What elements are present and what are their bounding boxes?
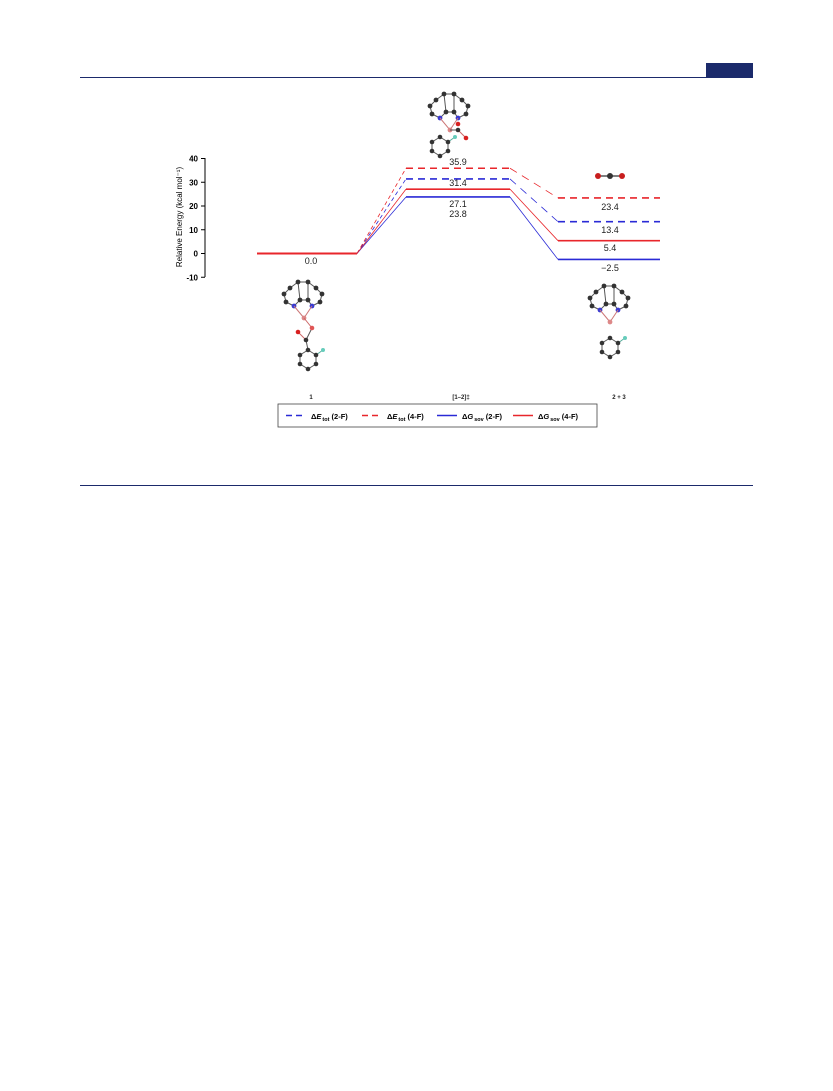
connector-rise xyxy=(356,196,407,254)
value-label-prod-etot-4f: 23.4 xyxy=(601,202,619,212)
header-rule xyxy=(80,77,753,78)
value-label-prod-gsov-4f: 5.4 xyxy=(604,243,617,253)
legend-label: ΔGsov (2-F) xyxy=(462,412,503,423)
y-tick-label: 20 xyxy=(189,202,198,211)
footer-rule xyxy=(80,485,753,486)
molecule-transition-state xyxy=(427,91,471,159)
value-labels: 0.0 35.9 31.4 27.1 23.8 23.4 13.4 5.4 −2… xyxy=(305,157,619,273)
category-label-reactant: 1 xyxy=(309,395,313,401)
value-label-ts-gsov-2f: 23.8 xyxy=(449,209,467,219)
y-axis: -10 0 10 20 30 40 Relative Energy (kcal mol⁻¹… xyxy=(175,155,206,282)
series-lines xyxy=(257,167,660,261)
y-tick-label: -10 xyxy=(186,273,198,282)
legend: ΔEtot (2-F) ΔEtot (4-F) ΔGsov (2-F) ΔGsov (… xyxy=(277,403,598,428)
legend-label: ΔEtot (2-F) xyxy=(311,412,348,423)
series-etot-2f xyxy=(356,178,660,254)
y-tick-label: 30 xyxy=(189,178,198,187)
value-label-ts-etot-4f: 35.9 xyxy=(449,157,467,167)
legend-label: ΔGsov (4-F) xyxy=(538,412,579,423)
header-tab xyxy=(706,63,753,77)
legend-label: ΔEtot (4-F) xyxy=(387,412,424,423)
series-etot-4f xyxy=(356,167,660,254)
connector-fall xyxy=(509,167,559,199)
x-category-labels: 1 [1–2]‡ 2 + 3 xyxy=(309,395,626,401)
value-label-ts-gsov-4f: 27.1 xyxy=(449,199,467,209)
y-tick-label: 10 xyxy=(189,226,198,235)
y-tick-label: 40 xyxy=(189,155,198,164)
value-label-start: 0.0 xyxy=(305,256,318,266)
value-label-prod-etot-2f: 13.4 xyxy=(601,225,619,235)
molecule-co2 xyxy=(595,173,625,179)
legend-item-gsov-2f: ΔGsov (2-F) xyxy=(437,412,503,423)
molecule-product-2 xyxy=(587,283,631,360)
connector-rise xyxy=(356,188,407,254)
molecule-reactant-1 xyxy=(281,279,326,372)
value-label-prod-gsov-2f: −2.5 xyxy=(601,263,619,273)
y-axis-label: Relative Energy (kcal mol⁻¹) xyxy=(175,167,184,268)
legend-item-etot-4f: ΔEtot (4-F) xyxy=(362,412,424,423)
connector-fall xyxy=(509,188,559,241)
value-label-ts-etot-2f: 31.4 xyxy=(449,178,467,188)
connector-rise xyxy=(356,168,407,254)
legend-item-etot-2f: ΔEtot (2-F) xyxy=(286,412,348,423)
connector-fall xyxy=(509,178,559,222)
category-label-product: 2 + 3 xyxy=(612,395,626,401)
connector-fall xyxy=(509,196,559,260)
series-gsov-2f xyxy=(356,196,660,261)
connector-rise xyxy=(356,178,407,254)
category-label-ts: [1–2]‡ xyxy=(452,395,469,401)
y-tick-label: 0 xyxy=(194,250,199,259)
legend-item-gsov-4f: ΔGsov (4-F) xyxy=(513,412,579,423)
series-gsov-4f xyxy=(257,188,660,255)
